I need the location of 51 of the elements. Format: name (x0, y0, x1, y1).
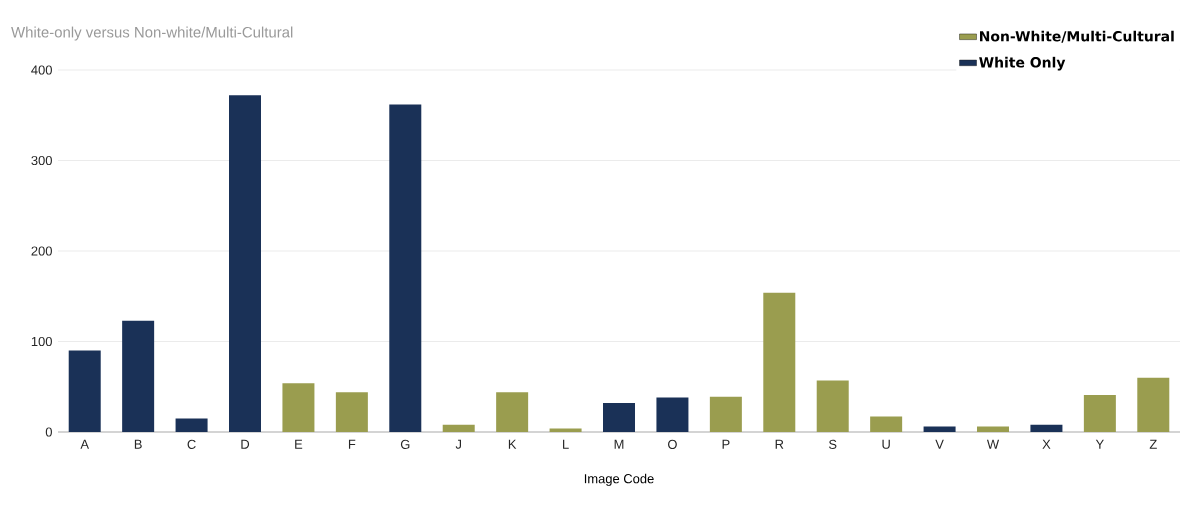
x-tick-label: L (563, 439, 569, 449)
x-tick-label: P (722, 439, 730, 449)
x-tick-label: A (80, 439, 89, 449)
bar (175, 418, 208, 432)
y-tick-label: 100 (31, 336, 52, 347)
bar (496, 392, 529, 432)
x-tick-label: G (400, 439, 410, 449)
x-tick-label: C (187, 439, 196, 449)
y-tick-label: 300 (31, 155, 52, 166)
x-tick-label: B (134, 439, 142, 449)
x-tick-label: K (508, 439, 517, 449)
bar (870, 416, 903, 432)
legend-label: White Only (979, 56, 1066, 71)
bar (549, 428, 582, 432)
bar (389, 104, 422, 432)
bar (335, 392, 368, 432)
x-tick-label: X (1042, 439, 1051, 449)
chart-title: White-only versus Non-white/Multi-Cultural (11, 26, 293, 41)
bar (656, 397, 689, 432)
bar (122, 320, 155, 432)
x-tick-label: E (295, 439, 303, 449)
bar (977, 426, 1009, 432)
x-tick-label: D (241, 439, 250, 449)
bar (763, 292, 796, 432)
x-tick-label: R (775, 439, 784, 449)
x-tick-label: O (668, 439, 677, 449)
x-tick-label: M (614, 439, 624, 449)
x-tick-label: V (935, 439, 944, 449)
bar (603, 403, 635, 432)
x-tick-label: S (828, 439, 837, 449)
y-tick-label: 200 (31, 246, 52, 256)
x-axis-title: Image Code (584, 473, 654, 486)
x-tick-label: F (348, 439, 356, 449)
bar (229, 95, 261, 432)
bar (923, 426, 956, 432)
bar (709, 396, 742, 432)
bar (442, 424, 475, 432)
bar (282, 383, 315, 432)
x-tick-label: Z (1149, 439, 1157, 449)
x-tick-label: U (882, 439, 890, 449)
legend-label: Non-White/Multi-Cultural (980, 30, 1174, 43)
bar (1030, 424, 1063, 432)
y-tick-label: 0 (45, 427, 52, 437)
bar (1083, 394, 1116, 432)
bar (1137, 377, 1170, 432)
x-tick-label: J (455, 439, 461, 449)
bar (68, 350, 101, 432)
x-tick-label: W (986, 439, 1000, 449)
x-tick-label: Y (1095, 439, 1104, 449)
bar (816, 380, 849, 432)
y-tick-label: 400 (31, 65, 52, 75)
